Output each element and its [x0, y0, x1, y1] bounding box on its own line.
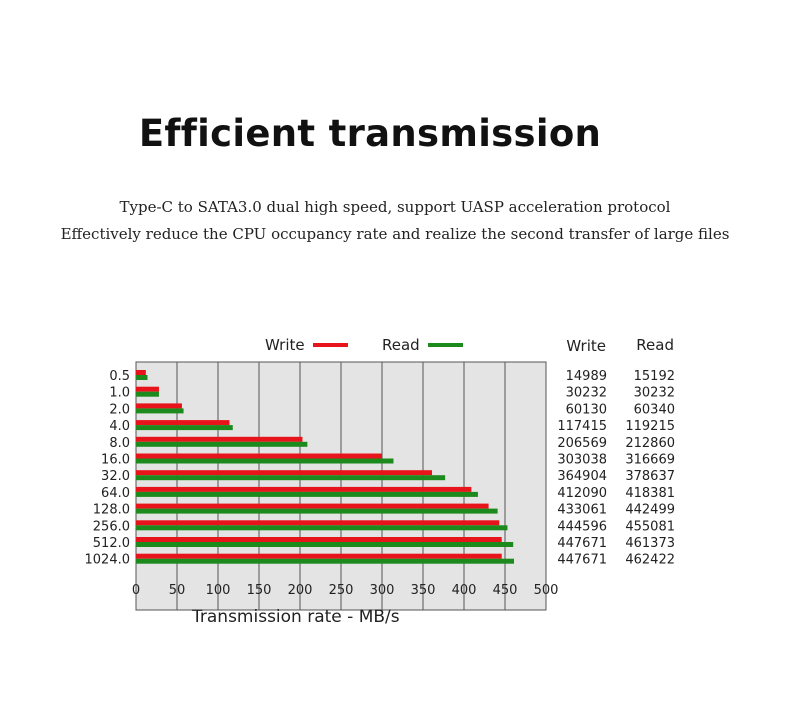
write-bar	[136, 470, 433, 476]
legend-write-label: Write	[265, 336, 305, 354]
category-label: 1024.0	[85, 553, 131, 568]
read-bar	[136, 491, 478, 497]
write-bar	[136, 436, 303, 442]
table-write-value: 412090	[557, 486, 607, 501]
x-tick-label: 300	[370, 583, 395, 598]
table-read-value: 418381	[625, 486, 675, 501]
table-write-value: 433061	[557, 503, 607, 518]
read-bar	[136, 408, 184, 414]
table-write-value: 60130	[566, 402, 607, 417]
read-bar	[136, 458, 394, 464]
subtitle-line-1: Type-C to SATA3.0 dual high speed, suppo…	[119, 198, 671, 216]
subtitle-line-2: Effectively reduce the CPU occupancy rat…	[60, 225, 730, 243]
table-read-value: 461373	[625, 536, 675, 551]
read-bar	[136, 525, 508, 531]
table-write-value: 117415	[557, 419, 607, 434]
write-bar	[136, 403, 182, 409]
write-bar	[136, 503, 489, 509]
category-label: 4.0	[109, 419, 130, 434]
table-header-write: Write	[566, 337, 606, 355]
grid-lines	[176, 362, 506, 610]
table-read-value: 442499	[625, 503, 675, 518]
x-tick-labels: 0 50 100 150 200 250 300 350 400 450 500	[132, 583, 559, 598]
table-read-value: 378637	[625, 469, 675, 484]
table-read-value: 119215	[625, 419, 675, 434]
table-read-value: 60340	[634, 402, 675, 417]
legend-read-label: Read	[382, 336, 420, 354]
table-write-value: 14989	[566, 369, 607, 384]
category-label: 16.0	[101, 453, 130, 468]
table-write-value: 303038	[557, 453, 607, 468]
table-write-value: 206569	[557, 436, 607, 451]
category-label: 256.0	[93, 519, 130, 534]
write-bar	[136, 453, 382, 459]
table-write-value: 444596	[557, 519, 607, 534]
read-bar	[136, 475, 446, 481]
table-header-read: Read	[636, 336, 674, 354]
table-write-value: 447671	[557, 536, 607, 551]
write-bar	[136, 486, 472, 492]
table-read-value: 212860	[625, 436, 675, 451]
x-tick-label: 250	[329, 583, 354, 598]
x-tick-label: 400	[452, 583, 477, 598]
read-bar	[136, 441, 308, 447]
x-tick-label: 200	[288, 583, 313, 598]
table-read-value: 15192	[634, 369, 675, 384]
read-bar	[136, 542, 514, 547]
table-write-value: 364904	[557, 469, 607, 484]
table-read-value: 455081	[625, 519, 675, 534]
x-tick-label: 450	[493, 583, 518, 598]
category-label: 1.0	[109, 386, 130, 401]
table-read-value: 316669	[625, 453, 675, 468]
category-label: 32.0	[101, 469, 130, 484]
read-bar	[136, 375, 148, 380]
x-tick-label: 0	[132, 583, 140, 598]
category-label: 512.0	[93, 536, 130, 551]
bar-group	[136, 370, 515, 564]
table-write-value: 447671	[557, 553, 607, 568]
write-bar	[136, 386, 159, 392]
write-bar	[136, 537, 502, 542]
category-label: 128.0	[93, 503, 130, 518]
x-tick-label: 150	[247, 583, 272, 598]
category-label: 8.0	[109, 436, 130, 451]
category-label: 64.0	[101, 486, 130, 501]
x-tick-label: 350	[411, 583, 436, 598]
write-bar	[136, 553, 502, 559]
category-label: 2.0	[109, 402, 130, 417]
table-read-value: 462422	[625, 553, 675, 568]
category-label: 0.5	[109, 369, 130, 384]
read-bar	[136, 508, 498, 514]
table-read-value: 30232	[634, 386, 675, 401]
x-tick-label: 500	[534, 583, 559, 598]
write-bar	[136, 420, 230, 426]
x-tick-label: 100	[206, 583, 231, 598]
x-axis-label: Transmission rate - MB/s	[191, 607, 400, 627]
write-bar	[136, 370, 146, 375]
read-bar	[136, 558, 515, 564]
write-bar	[136, 520, 500, 526]
page-title: Efficient transmission	[138, 112, 602, 155]
read-bar	[136, 391, 159, 397]
x-tick-label: 50	[169, 583, 186, 598]
table-write-value: 30232	[566, 386, 607, 401]
read-bar	[136, 425, 233, 431]
